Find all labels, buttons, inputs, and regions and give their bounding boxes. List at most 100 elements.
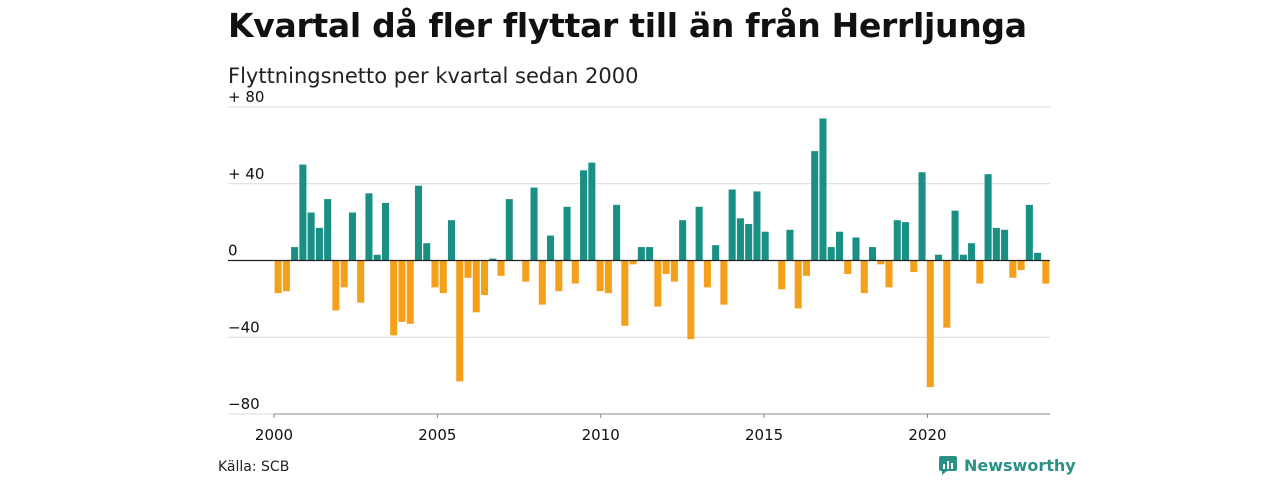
bar <box>414 185 422 261</box>
bar <box>580 170 588 261</box>
y-axis-ticks: + 80 + 40 0 −40 −80 <box>228 88 264 413</box>
bar <box>646 247 654 261</box>
bar <box>555 260 563 292</box>
bar <box>695 206 703 261</box>
bar <box>307 212 315 261</box>
bar <box>538 260 546 305</box>
bar <box>662 260 670 274</box>
bar <box>613 204 621 261</box>
bar <box>835 231 844 261</box>
bar <box>877 260 885 265</box>
bar <box>348 212 356 261</box>
bar <box>340 260 348 288</box>
bar <box>423 243 431 261</box>
bar <box>489 258 497 261</box>
bar <box>1001 229 1009 261</box>
y-tick-label: −80 <box>228 395 260 413</box>
bar <box>1017 260 1025 271</box>
bar <box>480 260 489 296</box>
bar <box>860 260 868 294</box>
bar <box>885 260 893 288</box>
chart-title: Kvartal då fler flyttar till än från Her… <box>228 6 1027 45</box>
bar <box>1009 260 1017 278</box>
bar <box>745 224 753 261</box>
bar <box>282 260 290 292</box>
bar <box>670 260 678 282</box>
bar <box>736 218 744 261</box>
source-note: Källa: SCB <box>218 459 290 475</box>
bar <box>893 220 901 261</box>
bar <box>720 260 728 305</box>
x-tick-label: 2015 <box>745 426 783 444</box>
y-tick-label: + 40 <box>228 165 264 183</box>
x-tick-label: 2005 <box>418 426 456 444</box>
bar <box>959 254 967 261</box>
bar <box>629 260 637 265</box>
bar <box>431 260 439 288</box>
bar <box>332 260 340 311</box>
bar <box>753 191 761 261</box>
bar <box>381 202 389 261</box>
bar <box>456 260 464 382</box>
bar <box>324 199 332 261</box>
y-tick-label: −40 <box>228 318 260 336</box>
x-tick-label: 2020 <box>908 426 946 444</box>
bar <box>563 206 571 261</box>
bar <box>794 260 802 309</box>
bar <box>439 260 447 294</box>
bar <box>976 260 984 284</box>
bar <box>786 229 794 261</box>
bar <box>819 118 827 261</box>
bar <box>464 260 472 278</box>
bar <box>357 260 365 303</box>
bar <box>1025 204 1033 261</box>
y-tick-label: 0 <box>228 242 238 260</box>
bar <box>274 260 282 294</box>
bar <box>497 260 505 276</box>
bar <box>984 174 992 261</box>
brand-name: Newsworthy <box>964 455 1076 475</box>
bar <box>827 247 835 261</box>
bar <box>679 220 687 261</box>
bar <box>728 189 736 261</box>
bar <box>398 260 406 322</box>
bar <box>365 193 373 261</box>
chart-subtitle: Flyttningsnetto per kvartal sedan 2000 <box>228 64 639 88</box>
bars <box>274 118 1050 388</box>
bar <box>712 245 720 261</box>
bar <box>654 260 662 307</box>
bar <box>943 260 951 328</box>
bar <box>621 260 629 326</box>
zero-line <box>228 259 1050 415</box>
x-tick-label: 2000 <box>255 426 293 444</box>
bar <box>522 260 530 282</box>
bar <box>761 231 769 261</box>
bar <box>604 260 612 294</box>
bar <box>315 227 323 261</box>
bar <box>1042 260 1050 284</box>
bar <box>637 247 645 261</box>
bar <box>868 247 877 261</box>
bar <box>844 260 852 274</box>
x-axis-ticks: 2000 2005 2010 2015 2020 <box>255 414 947 444</box>
y-tick-label: + 80 <box>228 88 264 106</box>
bar <box>588 162 596 261</box>
bar <box>472 260 480 313</box>
brand-logo[interactable]: Newsworthy <box>938 455 1076 475</box>
bar <box>852 237 860 261</box>
bar <box>687 260 695 340</box>
bar <box>902 222 910 261</box>
bar <box>935 254 943 261</box>
bar <box>951 210 959 261</box>
bar <box>447 220 456 261</box>
bar <box>596 260 604 292</box>
x-tick-label: 2010 <box>582 426 620 444</box>
bar <box>778 260 786 290</box>
bar <box>406 260 414 324</box>
bar <box>926 260 934 388</box>
bar <box>910 260 918 273</box>
bar <box>811 151 819 261</box>
bar <box>299 164 307 261</box>
bar <box>571 260 579 284</box>
